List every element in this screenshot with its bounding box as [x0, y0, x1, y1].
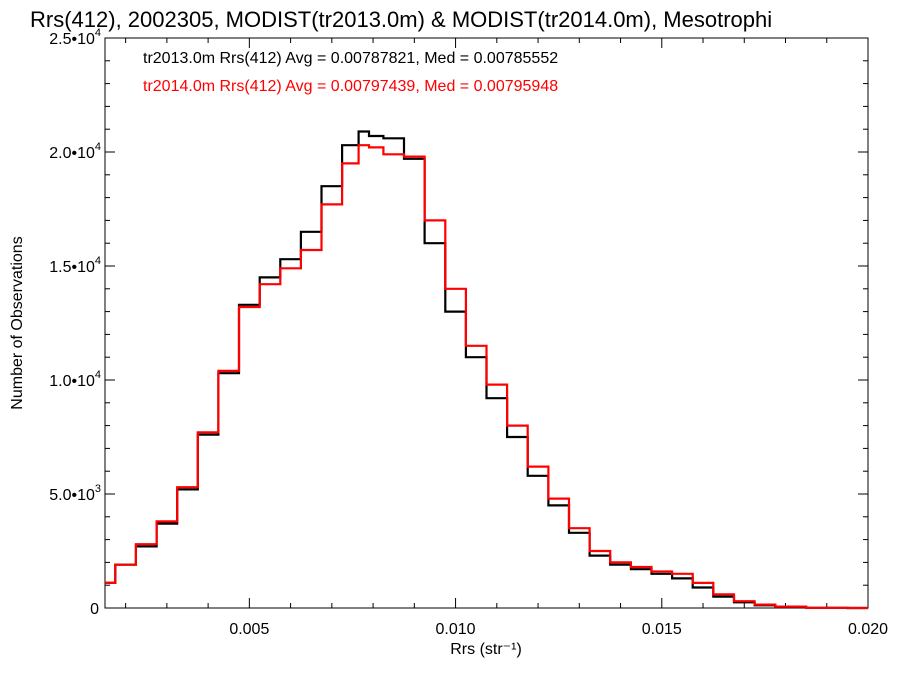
x-tick-label: 0.010 [436, 621, 476, 638]
y-tick-label: 0 [90, 601, 99, 618]
y-tick-label: 1.5•104 [49, 255, 101, 276]
series-line-black [105, 130, 868, 610]
chart-title: Rrs(412), 2002305, MODIST(tr2013.0m) & M… [30, 7, 772, 32]
series-layer [105, 130, 868, 610]
legend-entry-black: tr2013.0m Rrs(412) Avg = 0.00787821, Med… [143, 50, 558, 67]
x-axis-label: Rrs (str⁻¹) [450, 641, 522, 658]
series-line-red [105, 144, 868, 610]
y-tick-label: 2.5•104 [49, 27, 101, 48]
y-axis-label: Number of Observations [9, 236, 26, 409]
plot-frame [104, 37, 869, 609]
y-tick-label: 2.0•104 [49, 141, 101, 162]
y-axis-tick-labels: 0 5.0•103 1.0•104 1.5•104 2.0•104 2.5•104 [49, 27, 101, 618]
x-axis-ticks [125, 38, 869, 608]
legend-entry-red: tr2014.0m Rrs(412) Avg = 0.00797439, Med… [143, 78, 558, 95]
y-axis-ticks [105, 37, 868, 609]
y-tick-label: 5.0•103 [49, 483, 101, 504]
x-axis-tick-labels: 0.005 0.010 0.015 0.020 [229, 621, 888, 638]
x-tick-label: 0.015 [642, 621, 682, 638]
x-tick-label: 0.020 [848, 621, 888, 638]
y-tick-label: 1.0•104 [49, 369, 101, 390]
x-tick-label: 0.005 [229, 621, 269, 638]
